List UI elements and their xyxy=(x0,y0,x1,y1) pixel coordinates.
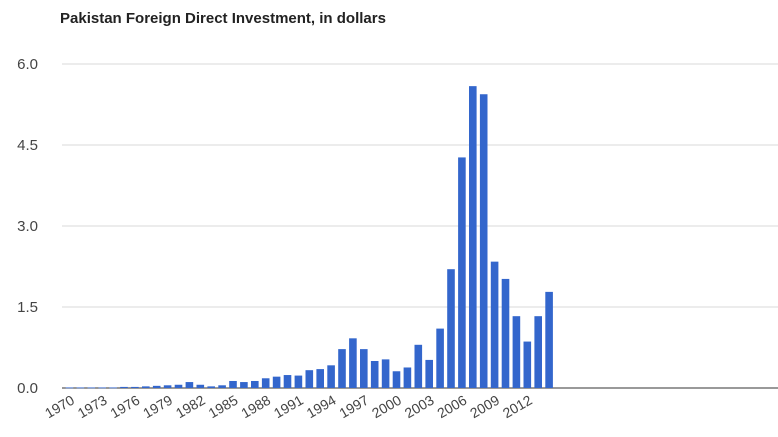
x-tick-label: 1982 xyxy=(173,392,208,422)
bar xyxy=(65,387,74,389)
y-tick-label: 0.0 xyxy=(17,380,38,397)
bar xyxy=(512,316,521,388)
bar xyxy=(479,94,488,389)
bar xyxy=(305,370,314,388)
bar xyxy=(436,328,444,388)
bar xyxy=(349,338,357,388)
bar xyxy=(381,359,390,388)
bar xyxy=(403,367,412,388)
bar xyxy=(218,385,226,388)
bar xyxy=(251,380,259,388)
x-axis-ticks: 1970197319761979198219851988199119941997… xyxy=(42,392,535,422)
bar xyxy=(316,369,324,388)
bar xyxy=(523,341,532,388)
x-tick-label: 2012 xyxy=(500,392,535,422)
x-tick-label: 1970 xyxy=(42,392,77,422)
bar xyxy=(174,384,183,388)
bar xyxy=(98,387,106,389)
x-tick-label: 1979 xyxy=(140,392,175,422)
y-tick-label: 4.5 xyxy=(17,137,38,154)
bar xyxy=(152,385,161,388)
bar xyxy=(240,382,248,388)
bar xyxy=(131,386,139,388)
bars xyxy=(65,86,553,389)
bar xyxy=(272,376,281,388)
bar xyxy=(109,387,117,389)
x-tick-label: 2006 xyxy=(434,392,469,422)
x-tick-label: 2003 xyxy=(402,392,437,422)
x-tick-label: 1973 xyxy=(75,392,110,422)
bar xyxy=(163,385,172,388)
x-tick-label: 1976 xyxy=(107,392,142,422)
bar xyxy=(283,375,292,388)
chart-title: Pakistan Foreign Direct Investment, in d… xyxy=(60,10,386,27)
bar xyxy=(469,86,477,388)
bar xyxy=(327,365,335,388)
bar xyxy=(534,316,542,388)
bar xyxy=(229,380,237,388)
x-tick-label: 2000 xyxy=(369,392,404,422)
bar xyxy=(370,361,379,388)
bar xyxy=(392,371,401,388)
bar xyxy=(185,382,194,388)
x-tick-label: 1991 xyxy=(271,392,306,422)
x-tick-label: 1994 xyxy=(304,392,339,422)
bar xyxy=(76,387,85,389)
grid-layer xyxy=(62,63,778,389)
x-tick-label: 1988 xyxy=(238,392,273,422)
bar xyxy=(87,387,96,389)
bar xyxy=(196,384,205,388)
bar xyxy=(458,157,466,388)
bar xyxy=(490,261,499,388)
x-tick-label: 2009 xyxy=(467,392,502,422)
bar xyxy=(294,375,303,388)
bar xyxy=(447,269,455,388)
bar xyxy=(545,291,553,388)
bar xyxy=(501,278,510,388)
y-tick-label: 3.0 xyxy=(17,218,38,235)
bar xyxy=(261,378,270,388)
y-tick-label: 6.0 xyxy=(17,56,38,73)
y-tick-label: 1.5 xyxy=(17,299,38,316)
x-tick-label: 1997 xyxy=(336,392,371,422)
y-axis-ticks: 0.0 1.5 3.0 4.5 6.0 xyxy=(17,56,38,397)
bar xyxy=(414,344,423,388)
bar xyxy=(425,359,433,388)
bar xyxy=(120,386,128,388)
bar xyxy=(207,386,215,388)
bar xyxy=(338,349,346,388)
bar xyxy=(360,349,368,388)
bar xyxy=(142,386,150,388)
x-tick-label: 1985 xyxy=(206,392,241,422)
